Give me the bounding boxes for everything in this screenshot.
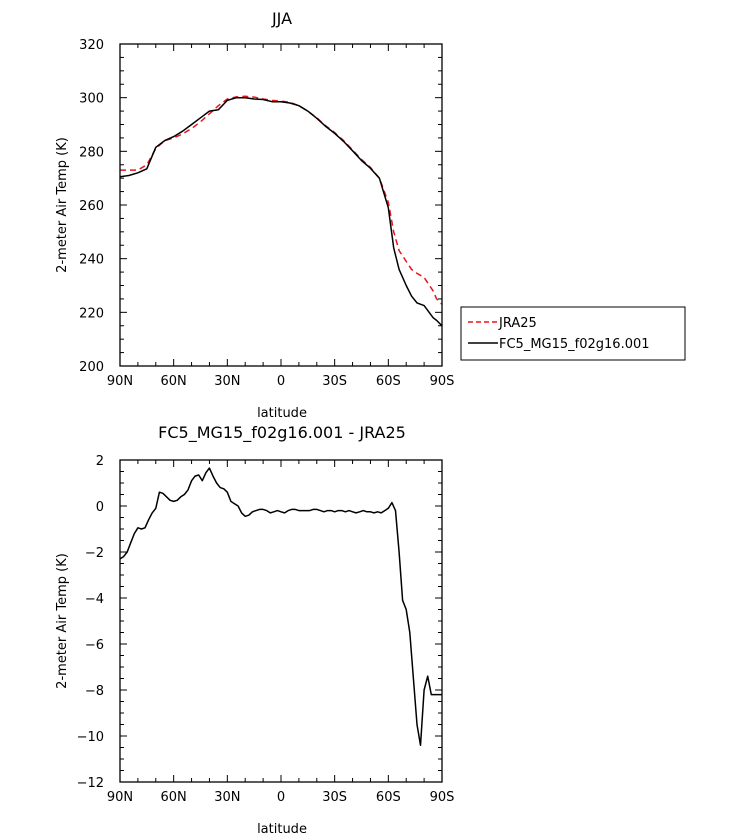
- legend: JRA25 FC5_MG15_f02g16.001: [460, 306, 686, 361]
- legend-box: [460, 306, 686, 361]
- x-tick-label: 90S: [430, 374, 455, 389]
- y-axis-label: 2-meter Air Temp (K): [55, 553, 70, 689]
- chart-seasonal-mean: JJA 90N 60N 30N 0 30S 60S 90S 200 220 240 260 280 3…: [55, 9, 454, 421]
- y-tick-label: 300: [79, 92, 104, 107]
- legend-label-jra25: JRA25: [498, 316, 537, 331]
- y-tick-label: 280: [79, 145, 104, 160]
- chart-title: JJA: [271, 9, 292, 28]
- x-tick-label: 60S: [376, 374, 401, 389]
- series-line-fc5-mg15-f02g16-001: [119, 96, 443, 327]
- x-tick-label: 90S: [430, 790, 455, 805]
- series-lines: [119, 95, 443, 327]
- legend-label-model: FC5_MG15_f02g16.001: [499, 337, 650, 352]
- y-tick-label: −12: [77, 776, 104, 791]
- x-tick-label: 30S: [322, 374, 347, 389]
- series-line-jra25: [120, 95, 443, 305]
- y-tick-label: 200: [79, 360, 104, 375]
- x-tick-labels: 90N 60N 30N 0 30S 60S 90S: [107, 790, 455, 805]
- series-line-difference: [119, 467, 442, 746]
- x-tick-label: 30S: [322, 790, 347, 805]
- x-tick-label: 30N: [214, 374, 240, 389]
- plot-frame: [119, 43, 443, 367]
- x-tick-label: 30N: [214, 790, 240, 805]
- y-tick-label: −10: [77, 730, 104, 745]
- x-tick-label: 90N: [107, 374, 133, 389]
- y-axis-label: 2-meter Air Temp (K): [55, 137, 70, 273]
- x-tick-label: 0: [277, 790, 285, 805]
- y-tick-label: 2: [96, 454, 104, 469]
- chart-title: FC5_MG15_f02g16.001 - JRA25: [158, 423, 406, 443]
- x-tick-label: 90N: [107, 790, 133, 805]
- x-axis-label: latitude: [257, 406, 307, 421]
- x-tick-label: 60S: [376, 790, 401, 805]
- y-tick-label: −6: [85, 638, 104, 653]
- x-tick-label: 60N: [161, 790, 187, 805]
- x-axis-label: latitude: [257, 822, 307, 837]
- y-tick-label: −8: [85, 684, 104, 699]
- y-tick-label: −4: [85, 592, 104, 607]
- x-tick-labels: 90N 60N 30N 0 30S 60S 90S: [107, 374, 455, 389]
- y-tick-label: 320: [79, 38, 104, 53]
- y-tick-label: 260: [79, 199, 104, 214]
- plot-frame: [119, 459, 443, 783]
- y-tick-labels: 200 220 240 260 280 300 320: [79, 38, 104, 375]
- y-tick-label: 240: [79, 253, 104, 268]
- series-lines: [119, 467, 442, 746]
- x-tick-label: 0: [277, 374, 285, 389]
- y-tick-label: 0: [96, 500, 104, 515]
- y-tick-label: −2: [85, 546, 104, 561]
- y-tick-label: 220: [79, 306, 104, 321]
- y-tick-labels: −12 −10 −8 −6 −4 −2 0 2: [77, 454, 104, 791]
- x-tick-label: 60N: [161, 374, 187, 389]
- tick-marks: [119, 43, 443, 367]
- chart-difference: FC5_MG15_f02g16.001 - JRA25 90N 60N 30N 0 30…: [55, 423, 454, 837]
